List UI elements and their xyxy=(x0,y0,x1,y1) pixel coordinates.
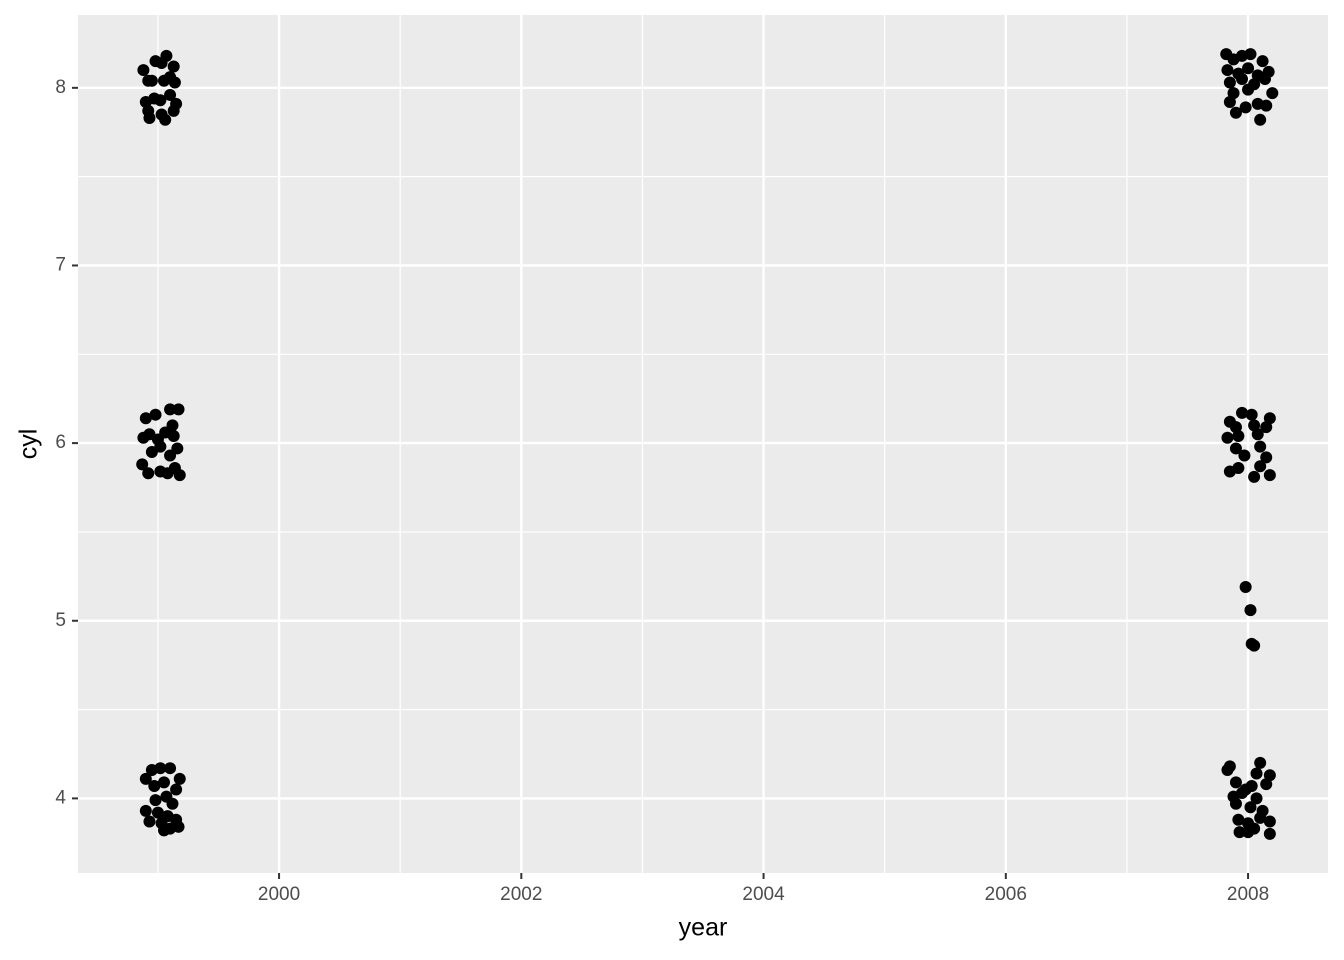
point xyxy=(1232,461,1245,474)
x-tick-label: 2002 xyxy=(500,884,542,905)
point xyxy=(1236,406,1249,419)
point xyxy=(1221,64,1234,77)
point xyxy=(1248,822,1261,835)
point xyxy=(1254,756,1267,769)
point xyxy=(157,74,170,87)
point xyxy=(164,88,177,101)
point xyxy=(143,815,156,828)
point xyxy=(154,440,167,453)
point xyxy=(1254,460,1267,473)
point xyxy=(1263,815,1276,828)
point xyxy=(1229,106,1242,119)
point xyxy=(1244,801,1257,814)
point xyxy=(1242,83,1255,96)
point xyxy=(172,820,185,833)
y-axis-title: cyl xyxy=(15,429,43,460)
point xyxy=(173,772,186,785)
point xyxy=(151,806,164,819)
point xyxy=(170,783,183,796)
point xyxy=(164,762,177,775)
point xyxy=(1254,440,1267,453)
y-tick-label: 5 xyxy=(55,610,66,631)
point xyxy=(1254,113,1267,126)
point xyxy=(1260,99,1273,112)
point xyxy=(171,442,184,455)
point xyxy=(1266,87,1279,100)
point xyxy=(1232,813,1245,826)
point xyxy=(1223,76,1236,89)
point xyxy=(173,469,186,482)
point xyxy=(164,403,177,416)
point xyxy=(1263,827,1276,840)
x-tick-label: 2006 xyxy=(985,884,1027,905)
point xyxy=(148,779,161,792)
point xyxy=(1223,96,1236,109)
point xyxy=(172,403,185,416)
point xyxy=(1232,430,1245,443)
point xyxy=(1229,442,1242,455)
point xyxy=(139,772,152,785)
point xyxy=(1250,767,1263,780)
point xyxy=(1260,778,1273,791)
point xyxy=(1245,779,1258,792)
point xyxy=(160,49,173,62)
point xyxy=(1248,639,1261,652)
point xyxy=(1244,604,1257,617)
point xyxy=(1256,55,1269,68)
points xyxy=(136,48,1279,840)
point xyxy=(136,458,149,471)
point xyxy=(1223,760,1236,773)
point xyxy=(1236,787,1249,800)
point xyxy=(1245,408,1258,421)
point xyxy=(1263,469,1276,482)
point xyxy=(139,412,152,425)
point xyxy=(157,776,170,789)
point xyxy=(167,60,180,73)
x-tick-label: 2000 xyxy=(258,884,300,905)
x-tick-label: 2004 xyxy=(742,884,785,905)
y-tick-label: 8 xyxy=(55,77,66,98)
point xyxy=(1248,470,1261,483)
point xyxy=(167,104,180,117)
point xyxy=(1221,431,1234,444)
point xyxy=(1254,811,1267,824)
point xyxy=(1233,826,1246,839)
point xyxy=(139,804,152,817)
y-tick-label: 6 xyxy=(55,432,66,453)
point xyxy=(145,74,158,87)
point xyxy=(1238,449,1251,462)
point xyxy=(1239,581,1252,593)
point xyxy=(149,408,162,421)
point xyxy=(154,94,167,107)
point xyxy=(166,797,179,810)
y-tick-label: 4 xyxy=(55,787,66,808)
point xyxy=(1260,451,1273,464)
point xyxy=(1229,776,1242,789)
y-tick-label: 7 xyxy=(55,254,66,275)
point xyxy=(166,419,179,432)
point xyxy=(149,794,162,807)
point xyxy=(157,824,170,837)
point xyxy=(1260,421,1273,434)
point xyxy=(167,430,180,443)
point xyxy=(1244,48,1257,61)
point xyxy=(1239,101,1252,114)
point xyxy=(143,112,156,125)
grid xyxy=(78,15,1328,873)
point xyxy=(168,76,181,89)
point xyxy=(1259,72,1272,85)
x-tick-label: 2008 xyxy=(1227,884,1269,905)
point xyxy=(159,113,172,126)
point xyxy=(1229,797,1242,810)
point xyxy=(154,762,167,775)
point xyxy=(1236,72,1249,85)
point xyxy=(142,467,155,480)
point xyxy=(1251,428,1264,441)
point xyxy=(137,64,150,77)
point xyxy=(1250,792,1263,805)
point xyxy=(1242,62,1255,75)
x-axis-title: year xyxy=(679,914,728,942)
